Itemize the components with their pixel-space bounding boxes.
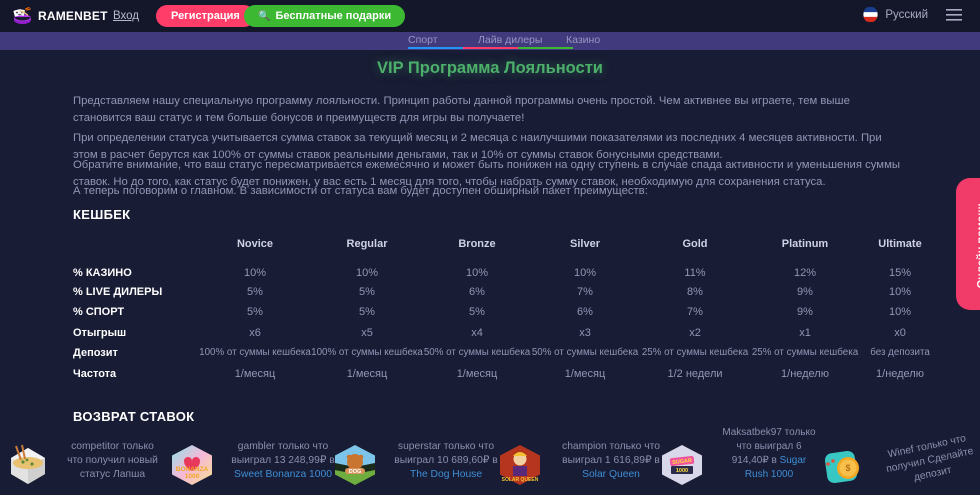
svg-text:1000: 1000 <box>185 473 200 480</box>
svg-text:BONANZA: BONANZA <box>176 466 209 473</box>
svg-text:SOLAR QUEEN: SOLAR QUEEN <box>502 477 539 483</box>
svg-text:$: $ <box>845 463 850 473</box>
svg-text:1000: 1000 <box>676 468 688 474</box>
svg-text:DOG: DOG <box>349 469 362 475</box>
